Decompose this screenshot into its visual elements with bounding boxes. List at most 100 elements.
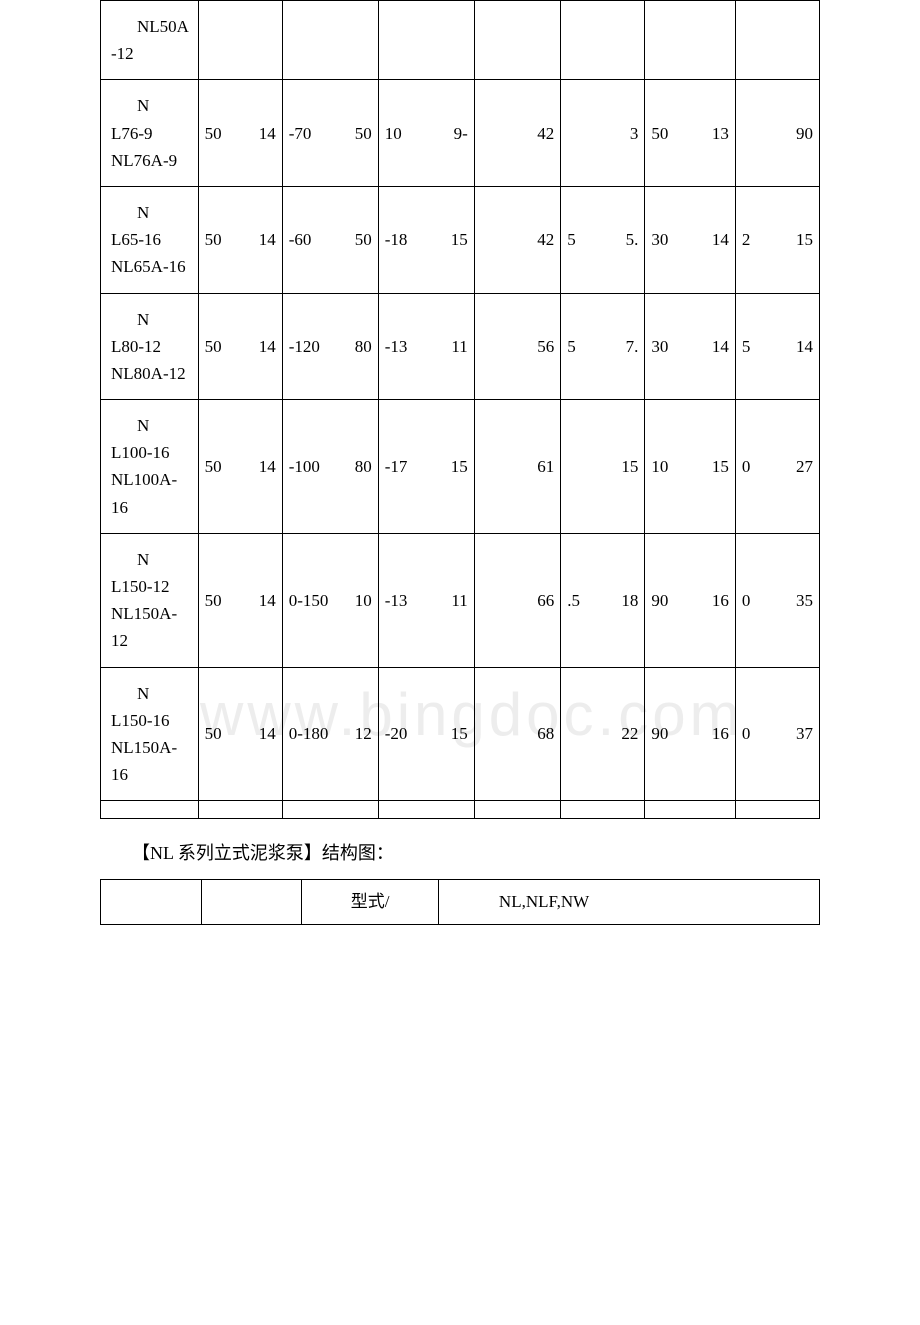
value-cell: -10080 bbox=[282, 400, 378, 534]
value-cell bbox=[198, 1, 282, 80]
model-first-char: N bbox=[111, 199, 149, 226]
split-value: 22 bbox=[567, 720, 638, 747]
value-left: 50 bbox=[205, 333, 241, 360]
value-left: -17 bbox=[385, 453, 427, 480]
value-right: 14 bbox=[690, 333, 729, 360]
split-value: 037 bbox=[742, 720, 813, 747]
empty-cell bbox=[474, 801, 561, 819]
split-value: -7050 bbox=[289, 120, 372, 147]
model-cell: NL150-12 NL150A-12 bbox=[101, 533, 199, 667]
value-cell: -7050 bbox=[282, 80, 378, 187]
value-cell: 22 bbox=[561, 667, 645, 801]
value-cell: 61 bbox=[474, 400, 561, 534]
value-right: 13 bbox=[690, 120, 729, 147]
split-value: 68 bbox=[481, 720, 555, 747]
split-value: 9016 bbox=[651, 720, 728, 747]
value-cell: 3014 bbox=[645, 186, 735, 293]
value-cell: 9016 bbox=[645, 667, 735, 801]
value-right: 22 bbox=[603, 720, 639, 747]
value-left: -18 bbox=[385, 226, 427, 253]
value-right: 11 bbox=[426, 333, 468, 360]
value-cell bbox=[561, 1, 645, 80]
value-right: 3 bbox=[603, 120, 639, 147]
model-rest: L65-16 NL65A-16 bbox=[111, 230, 186, 276]
split-value: -1311 bbox=[385, 333, 468, 360]
value-left: 0-180 bbox=[289, 720, 331, 747]
split-value: 3 bbox=[567, 120, 638, 147]
split-value: 42 bbox=[481, 226, 555, 253]
split-value: 66 bbox=[481, 587, 555, 614]
model-first-char: N bbox=[111, 92, 149, 119]
value-cell: 027 bbox=[735, 400, 819, 534]
split-value: 57. bbox=[567, 333, 638, 360]
split-value: .518 bbox=[567, 587, 638, 614]
model-cell: NL50A-12 bbox=[101, 1, 199, 80]
value-left: 2 bbox=[742, 226, 778, 253]
value-cell bbox=[282, 1, 378, 80]
value-left: 10 bbox=[651, 453, 690, 480]
value-cell: -6050 bbox=[282, 186, 378, 293]
empty-cell bbox=[561, 801, 645, 819]
value-cell: 514 bbox=[735, 293, 819, 400]
value-cell: 035 bbox=[735, 533, 819, 667]
model-cell: N L150-16 NL150A-16 bbox=[101, 667, 199, 801]
value-right: 66 bbox=[518, 587, 555, 614]
split-value: 61 bbox=[481, 453, 555, 480]
value-right: 35 bbox=[777, 587, 813, 614]
split-value: 215 bbox=[742, 226, 813, 253]
empty-cell bbox=[101, 801, 199, 819]
split-value: -1715 bbox=[385, 453, 468, 480]
split-value: 0-18012 bbox=[289, 720, 372, 747]
split-value: 42 bbox=[481, 120, 555, 147]
model-first-char: N bbox=[111, 546, 149, 573]
value-cell: 3014 bbox=[645, 293, 735, 400]
value-right: 14 bbox=[240, 720, 276, 747]
value-right: 14 bbox=[240, 120, 276, 147]
split-value: 5014 bbox=[205, 720, 276, 747]
value-left: 5 bbox=[742, 333, 778, 360]
empty-cell bbox=[198, 801, 282, 819]
split-value: 109- bbox=[385, 120, 468, 147]
value-right: 11 bbox=[426, 587, 468, 614]
value-right: 12 bbox=[330, 720, 372, 747]
value-right: 37 bbox=[777, 720, 813, 747]
value-cell: 66 bbox=[474, 533, 561, 667]
model-first-char: N bbox=[111, 680, 149, 707]
value-right: 14 bbox=[777, 333, 813, 360]
value-right: 9- bbox=[426, 120, 468, 147]
value-cell: 215 bbox=[735, 186, 819, 293]
empty-cell bbox=[735, 801, 819, 819]
value-right: 15 bbox=[426, 453, 468, 480]
value-right: 68 bbox=[518, 720, 555, 747]
split-value: -1815 bbox=[385, 226, 468, 253]
value-cell: 9016 bbox=[645, 533, 735, 667]
value-left: -20 bbox=[385, 720, 427, 747]
value-cell: 0-15010 bbox=[282, 533, 378, 667]
split-value: 0-15010 bbox=[289, 587, 372, 614]
table-row: NL80-12 NL80A-125014-12080-13115657.3014… bbox=[101, 293, 820, 400]
value-right: 16 bbox=[690, 720, 729, 747]
type-label-cell: 型式/ bbox=[302, 880, 439, 924]
model-cell: NL76-9 NL76A-9 bbox=[101, 80, 199, 187]
model-rest: L150-16 NL150A-16 bbox=[111, 711, 177, 784]
split-value: 3014 bbox=[651, 226, 728, 253]
split-value: 035 bbox=[742, 587, 813, 614]
value-right: 56 bbox=[518, 333, 555, 360]
value-left: 0 bbox=[742, 720, 778, 747]
value-right: 14 bbox=[240, 226, 276, 253]
type-value-cell: NL,NLF,NW bbox=[438, 880, 819, 924]
model-first-char: N bbox=[111, 412, 149, 439]
value-cell: 42 bbox=[474, 186, 561, 293]
value-left: -100 bbox=[289, 453, 331, 480]
structure-table: 型式/ NL,NLF,NW bbox=[100, 879, 820, 924]
value-right: 15 bbox=[426, 720, 468, 747]
value-cell: .518 bbox=[561, 533, 645, 667]
model-cell: NL100-16 NL100A-16 bbox=[101, 400, 199, 534]
split-value: 5014 bbox=[205, 587, 276, 614]
value-right: 14 bbox=[240, 333, 276, 360]
value-right: 80 bbox=[330, 453, 372, 480]
section-heading: 【NL 系列立式泥浆泵】结构图： bbox=[100, 819, 820, 879]
value-left: -60 bbox=[289, 226, 331, 253]
empty-cell bbox=[282, 801, 378, 819]
value-cell: 56 bbox=[474, 293, 561, 400]
